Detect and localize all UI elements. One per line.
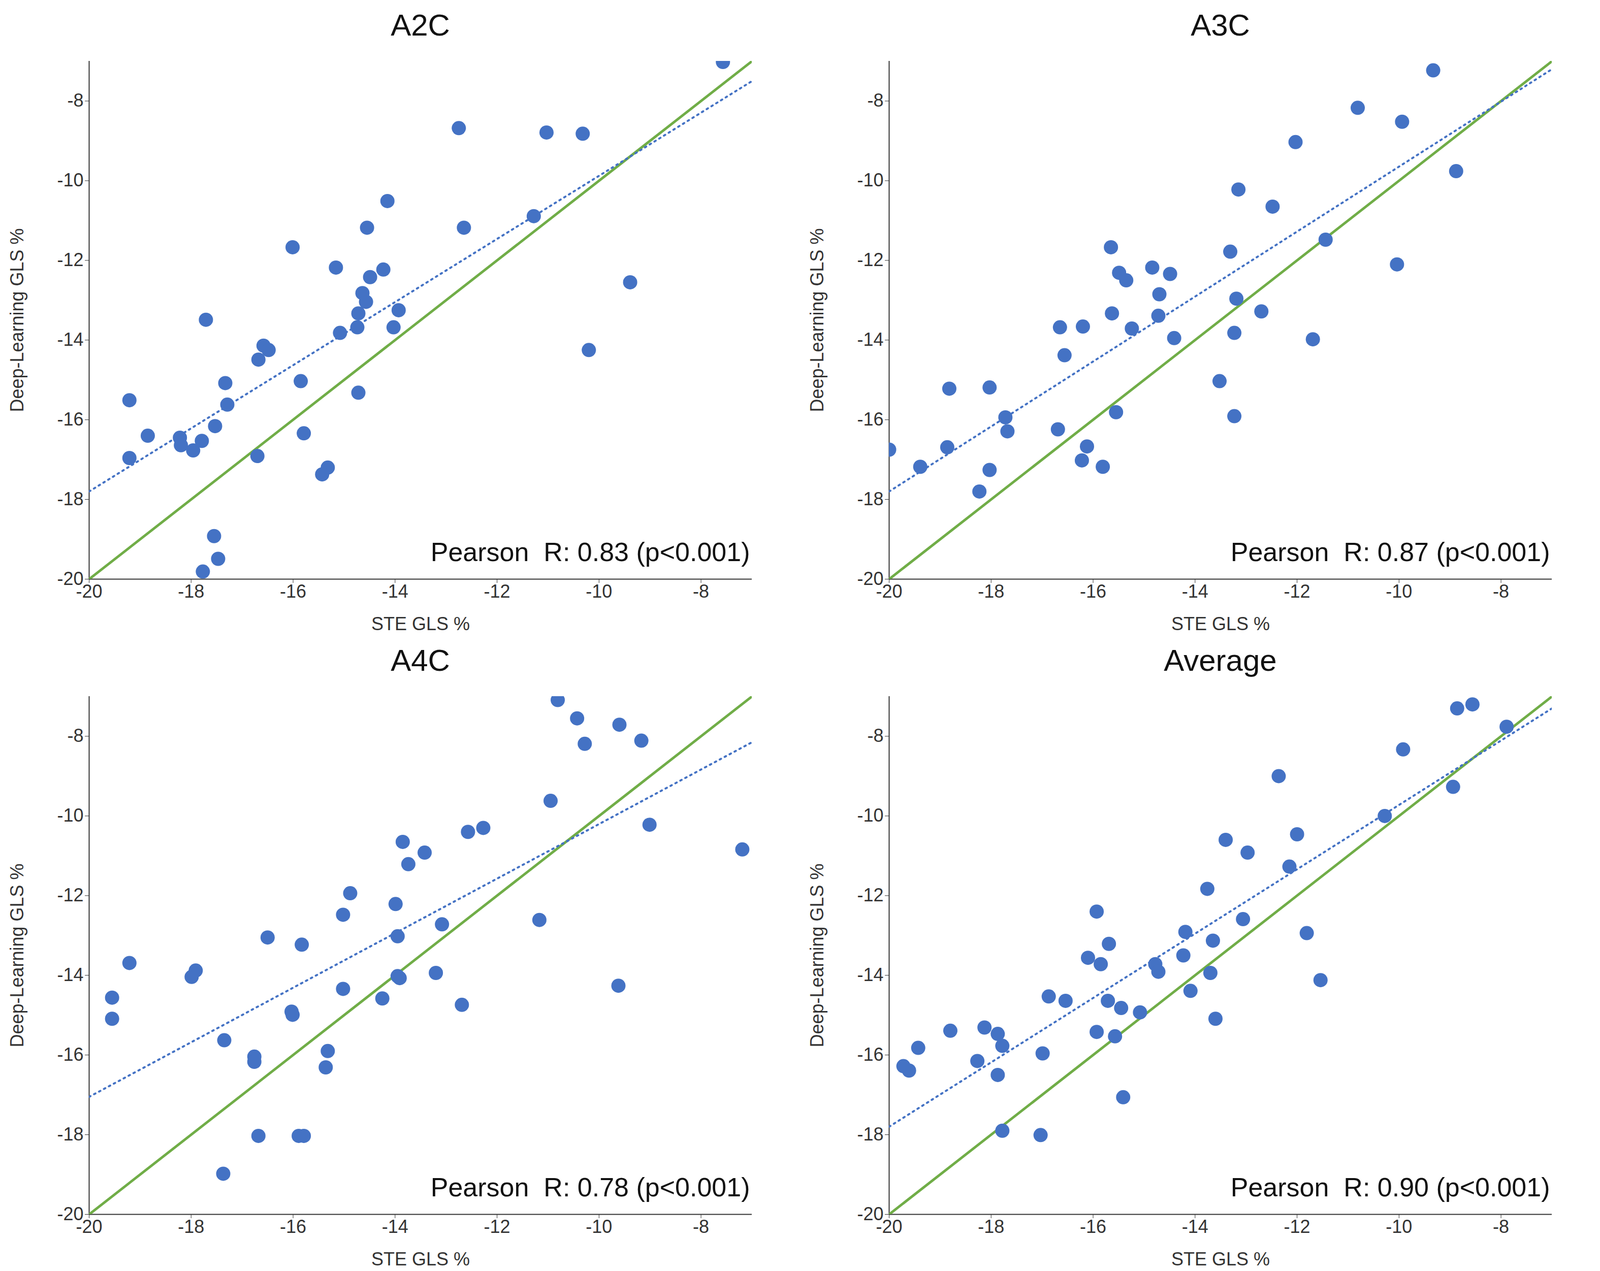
svg-text:-8: -8 — [692, 1216, 710, 1238]
svg-text:-16: -16 — [56, 1044, 84, 1066]
svg-text:Deep-Learning GLS %: Deep-Learning GLS % — [6, 863, 28, 1048]
svg-text:-16: -16 — [856, 1044, 884, 1066]
svg-text:-16: -16 — [1079, 1216, 1107, 1238]
svg-text:-14: -14 — [381, 1216, 409, 1238]
svg-text:-16: -16 — [56, 408, 84, 430]
svg-text:-12: -12 — [484, 581, 511, 602]
svg-text:-20: -20 — [875, 581, 903, 602]
svg-text:-20: -20 — [857, 568, 884, 590]
svg-text:STE GLS %: STE GLS % — [1171, 613, 1270, 635]
svg-text:Deep-Learning GLS %: Deep-Learning GLS % — [806, 863, 828, 1048]
svg-text:-14: -14 — [381, 581, 409, 602]
svg-text:-8: -8 — [67, 725, 84, 747]
svg-text:-20: -20 — [875, 1216, 903, 1238]
svg-text:-18: -18 — [977, 1216, 1005, 1238]
svg-text:-20: -20 — [857, 1203, 884, 1225]
svg-text:-8: -8 — [1492, 1216, 1510, 1238]
svg-text:STE GLS %: STE GLS % — [1171, 1249, 1270, 1270]
svg-text:-10: -10 — [585, 1216, 613, 1238]
svg-text:-10: -10 — [56, 169, 84, 191]
svg-text:-18: -18 — [177, 1216, 205, 1238]
svg-text:-12: -12 — [484, 1216, 511, 1238]
svg-text:-14: -14 — [56, 964, 84, 986]
svg-text:Pearson R: 0.90 (p<0.001): Pearson R: 0.90 (p<0.001) — [1230, 1172, 1551, 1203]
html-text:A3C: A3C — [1190, 8, 1250, 43]
svg-text:-18: -18 — [856, 488, 884, 510]
svg-text:-12: -12 — [856, 884, 884, 906]
svg-text:-10: -10 — [856, 805, 884, 826]
svg-text:-20: -20 — [75, 581, 103, 602]
svg-text:STE GLS %: STE GLS % — [371, 613, 470, 635]
svg-text:-10: -10 — [1385, 1216, 1413, 1238]
svg-text:-14: -14 — [56, 329, 84, 350]
svg-text:-20: -20 — [57, 568, 84, 590]
svg-text:-18: -18 — [56, 488, 84, 510]
svg-text:-16: -16 — [856, 408, 884, 430]
svg-text:-12: -12 — [856, 249, 884, 271]
svg-text:-10: -10 — [585, 581, 613, 602]
svg-text:-16: -16 — [1079, 581, 1107, 602]
svg-text:-12: -12 — [1284, 1216, 1311, 1238]
svg-text:-18: -18 — [56, 1124, 84, 1145]
svg-text:-14: -14 — [1181, 1216, 1209, 1238]
html-text:A4C: A4C — [390, 643, 450, 678]
svg-text:Pearson R: 0.87 (p<0.001): Pearson R: 0.87 (p<0.001) — [1230, 537, 1551, 567]
svg-text:-8: -8 — [1492, 581, 1510, 602]
svg-text:-18: -18 — [977, 581, 1005, 602]
svg-text:-16: -16 — [279, 581, 307, 602]
svg-text:-8: -8 — [692, 581, 710, 602]
svg-text:-8: -8 — [867, 89, 884, 111]
svg-text:-14: -14 — [1181, 581, 1209, 602]
svg-text:-8: -8 — [67, 89, 84, 111]
svg-text:-20: -20 — [75, 1216, 103, 1238]
svg-text:-18: -18 — [856, 1124, 884, 1145]
svg-text:STE GLS %: STE GLS % — [371, 1249, 470, 1270]
svg-text:-18: -18 — [177, 581, 205, 602]
svg-text:Pearson R: 0.83 (p<0.001): Pearson R: 0.83 (p<0.001) — [430, 537, 751, 567]
svg-text:-12: -12 — [56, 884, 84, 906]
html-text:A2C: A2C — [390, 8, 450, 43]
svg-text:Deep-Learning GLS %: Deep-Learning GLS % — [806, 228, 828, 412]
html-text:Average: Average — [1163, 643, 1277, 678]
svg-text:-8: -8 — [867, 725, 884, 747]
svg-text:-20: -20 — [57, 1203, 84, 1225]
svg-text:-12: -12 — [1284, 581, 1311, 602]
svg-text:Deep-Learning GLS %: Deep-Learning GLS % — [6, 228, 28, 412]
svg-text:Pearson R: 0.78 (p<0.001): Pearson R: 0.78 (p<0.001) — [430, 1172, 751, 1203]
svg-text:-10: -10 — [56, 805, 84, 826]
svg-text:-14: -14 — [856, 329, 884, 350]
svg-text:-16: -16 — [279, 1216, 307, 1238]
svg-text:-10: -10 — [856, 169, 884, 191]
svg-text:-12: -12 — [56, 249, 84, 271]
svg-text:-14: -14 — [856, 964, 884, 986]
svg-text:-10: -10 — [1385, 581, 1413, 602]
